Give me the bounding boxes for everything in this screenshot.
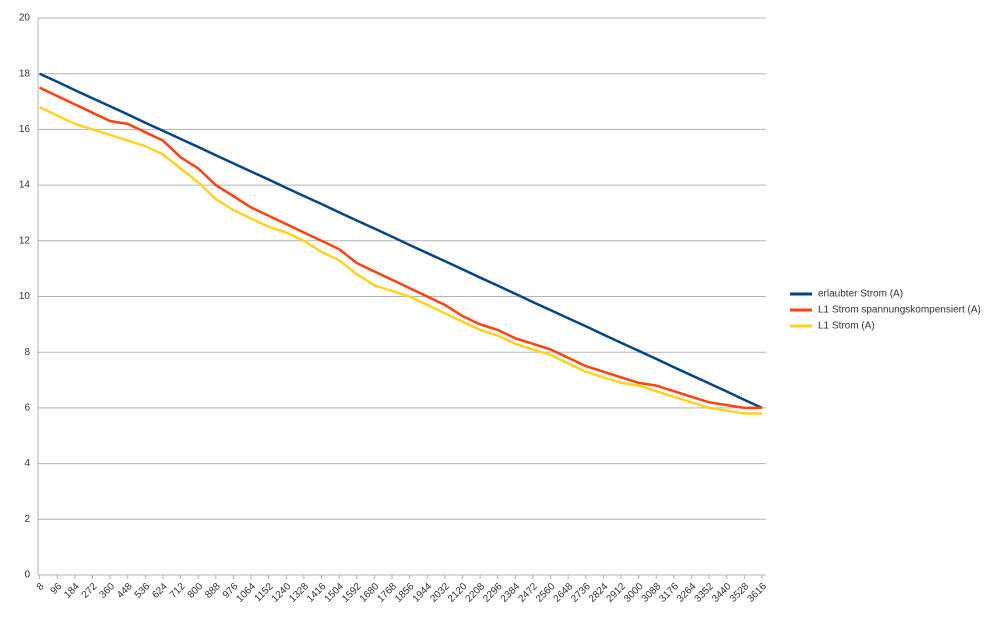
y-tick-label: 20	[19, 13, 31, 24]
x-tick-label: 2736	[569, 581, 593, 605]
x-tick-label: 3264	[675, 581, 699, 605]
x-tick-label: 1240	[270, 581, 294, 605]
y-tick-label: 0	[24, 570, 30, 581]
y-tick-label: 18	[19, 68, 31, 79]
x-tick-label: 536	[133, 581, 153, 601]
y-tick-label: 10	[19, 291, 31, 302]
x-tick-label: 8	[35, 581, 47, 593]
x-tick-label: 2472	[516, 581, 540, 605]
legend-label: L1 Strom spannungskompensiert (A)	[818, 305, 981, 316]
x-tick-label: 96	[49, 581, 65, 597]
series-line	[39, 105, 762, 415]
x-tick-label: 3000	[622, 581, 646, 605]
x-tick-label: 800	[186, 581, 206, 601]
y-tick-label: 16	[19, 124, 31, 135]
x-tick-label: 2560	[534, 581, 558, 605]
x-tick-label: 2384	[499, 581, 523, 605]
x-tick-label: 624	[150, 581, 170, 601]
x-tick-label: 1064	[235, 581, 259, 605]
legend-label: L1 Strom (A)	[818, 321, 875, 332]
x-tick-label: 2208	[464, 581, 488, 605]
x-tick-label: 1328	[287, 581, 311, 605]
x-tick-label: 1504	[323, 581, 347, 605]
x-tick-label: 1592	[340, 581, 364, 605]
x-tick-label: 2296	[481, 581, 505, 605]
x-tick-label: 1856	[393, 581, 417, 605]
y-tick-label: 8	[24, 347, 30, 358]
y-tick-label: 12	[19, 235, 31, 246]
x-tick-label: 1416	[305, 581, 329, 605]
y-tick-label: 4	[24, 458, 30, 469]
y-tick-label: 14	[19, 180, 31, 191]
legend-label: erlaubter Strom (A)	[818, 289, 903, 300]
x-tick-label: 1680	[358, 581, 382, 605]
x-tick-label: 2824	[587, 581, 611, 605]
x-tick-label: 272	[80, 581, 100, 601]
x-tick-label: 3528	[728, 581, 752, 605]
x-tick-label: 888	[203, 581, 223, 601]
x-tick-label: 2648	[552, 581, 576, 605]
series-line	[39, 72, 763, 410]
x-tick-label: 3352	[693, 581, 717, 605]
x-tick-label: 1768	[375, 581, 399, 605]
x-tick-label: 2912	[605, 581, 629, 605]
x-tick-label: 2120	[446, 581, 470, 605]
x-tick-label: 184	[62, 581, 82, 601]
y-tick-label: 2	[24, 514, 30, 525]
y-tick-label: 6	[24, 403, 30, 414]
series-line	[39, 86, 762, 410]
x-tick-label: 712	[168, 581, 188, 601]
x-tick-label: 360	[97, 581, 117, 601]
x-tick-label: 3176	[657, 581, 681, 605]
x-tick-label: 2032	[428, 581, 452, 605]
x-tick-label: 3088	[640, 581, 664, 605]
x-tick-label: 3440	[710, 581, 734, 605]
x-tick-label: 448	[115, 581, 135, 601]
x-tick-label: 3616	[745, 581, 769, 605]
x-tick-label: 1944	[411, 581, 435, 605]
